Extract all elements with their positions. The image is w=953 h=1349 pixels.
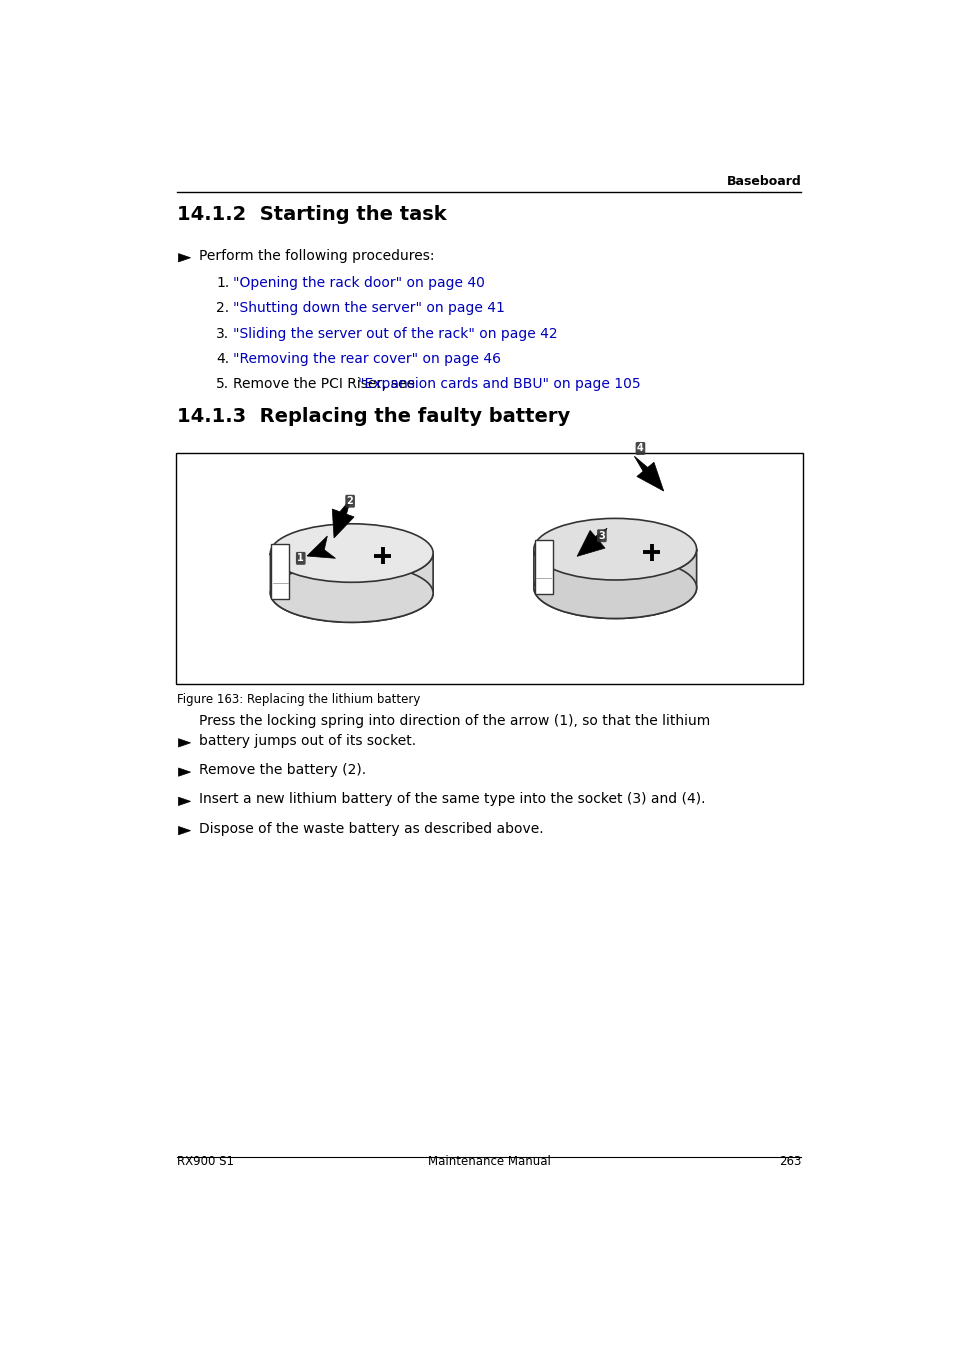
Polygon shape — [534, 549, 696, 618]
Text: 2.: 2. — [216, 301, 229, 316]
Text: RX900 S1: RX900 S1 — [177, 1155, 234, 1168]
Text: "Expansion cards and BBU" on page 105: "Expansion cards and BBU" on page 105 — [357, 378, 640, 391]
Polygon shape — [270, 553, 433, 622]
Bar — [175, 453, 802, 684]
Text: 2: 2 — [346, 496, 354, 506]
Polygon shape — [178, 797, 191, 805]
Polygon shape — [178, 827, 191, 835]
Text: Insert a new lithium battery of the same type into the socket (3) and (4).: Insert a new lithium battery of the same… — [199, 792, 705, 807]
Text: "Removing the rear cover" on page 46: "Removing the rear cover" on page 46 — [233, 352, 500, 366]
FancyBboxPatch shape — [534, 540, 552, 594]
Polygon shape — [178, 768, 191, 776]
Text: 4: 4 — [637, 444, 643, 453]
Text: Perform the following procedures:: Perform the following procedures: — [199, 248, 435, 263]
Polygon shape — [634, 456, 663, 491]
Polygon shape — [178, 739, 191, 747]
Text: "Shutting down the server" on page 41: "Shutting down the server" on page 41 — [233, 301, 504, 316]
Text: Remove the PCI Riser, see: Remove the PCI Riser, see — [233, 378, 419, 391]
Text: 5.: 5. — [216, 378, 229, 391]
Polygon shape — [178, 254, 191, 262]
Text: 1.: 1. — [216, 275, 229, 290]
FancyBboxPatch shape — [271, 544, 289, 599]
Text: Maintenance Manual: Maintenance Manual — [428, 1155, 550, 1168]
Text: Baseboard: Baseboard — [726, 175, 801, 188]
Ellipse shape — [534, 557, 696, 618]
Polygon shape — [307, 536, 335, 558]
Text: "Opening the rack door" on page 40: "Opening the rack door" on page 40 — [233, 275, 484, 290]
Ellipse shape — [534, 518, 696, 580]
Text: Figure 163: Replacing the lithium battery: Figure 163: Replacing the lithium batter… — [177, 692, 420, 706]
Text: 263: 263 — [778, 1155, 801, 1168]
Polygon shape — [577, 527, 606, 556]
Text: 1: 1 — [297, 553, 304, 564]
Text: Remove the battery (2).: Remove the battery (2). — [199, 764, 366, 777]
Text: Dispose of the waste battery as described above.: Dispose of the waste battery as describe… — [199, 822, 543, 835]
Ellipse shape — [270, 564, 433, 622]
Text: "Sliding the server out of the rack" on page 42: "Sliding the server out of the rack" on … — [233, 326, 558, 340]
Text: Press the locking spring into direction of the arrow (1), so that the lithium
ba: Press the locking spring into direction … — [199, 715, 710, 747]
Ellipse shape — [270, 523, 433, 583]
Text: 4.: 4. — [216, 352, 229, 366]
Text: 14.1.3  Replacing the faulty battery: 14.1.3 Replacing the faulty battery — [177, 407, 570, 426]
Polygon shape — [332, 499, 354, 538]
Text: 3: 3 — [598, 530, 604, 541]
Text: 3.: 3. — [216, 326, 229, 340]
Text: 14.1.2  Starting the task: 14.1.2 Starting the task — [177, 205, 447, 224]
